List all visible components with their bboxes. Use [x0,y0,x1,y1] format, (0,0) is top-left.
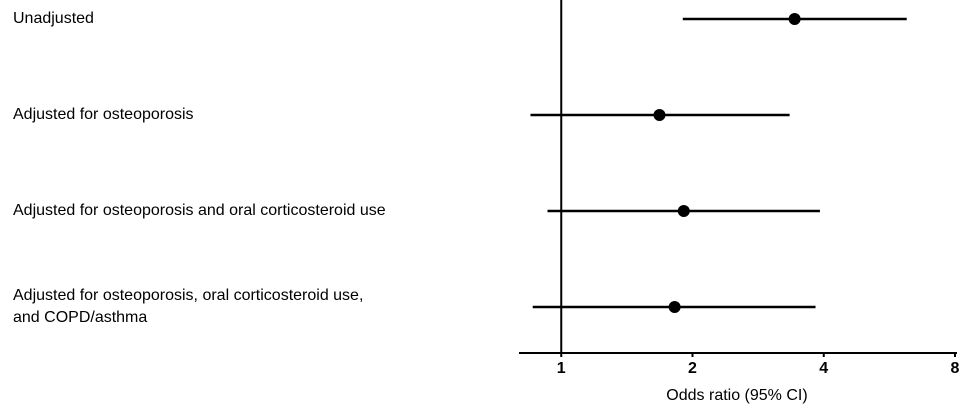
row-label-line: Adjusted for osteoporosis, oral corticos… [13,287,363,304]
point-estimate [677,205,690,217]
row-label-line: and COPD/asthma [13,309,147,326]
row-label: Adjusted for osteoporosis [13,106,194,123]
x-axis-label: Odds ratio (95% CI) [666,387,807,404]
x-tick-label: 8 [951,360,960,377]
point-estimate [653,109,666,121]
point-estimate [668,301,681,313]
x-tick-label: 1 [557,360,566,377]
x-tick-label: 2 [688,360,697,377]
row-label-line: Adjusted for osteoporosis and oral corti… [13,202,386,219]
row-label-line: Unadjusted [13,10,94,27]
row-label-line: Adjusted for osteoporosis [13,106,194,123]
row-label: Adjusted for osteoporosis and oral corti… [13,202,386,219]
point-estimate [788,13,801,25]
row-label: Unadjusted [13,10,94,27]
x-tick-label: 4 [819,360,828,377]
row-label: Adjusted for osteoporosis, oral corticos… [13,287,363,326]
